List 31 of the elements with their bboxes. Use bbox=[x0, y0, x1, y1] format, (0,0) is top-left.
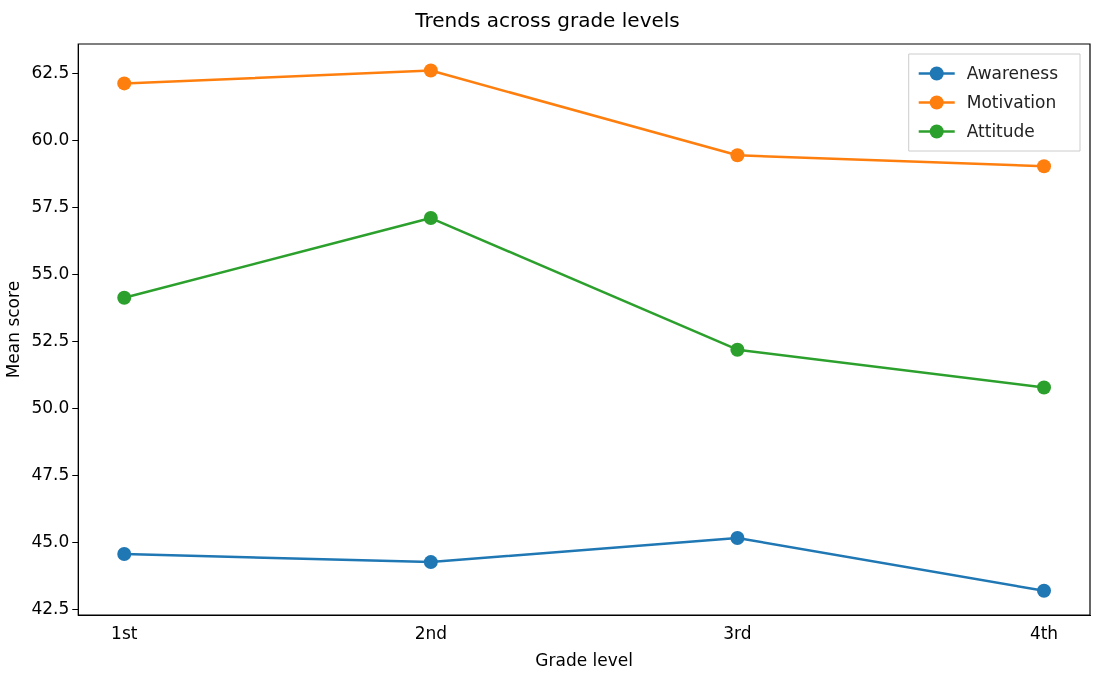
point bbox=[730, 342, 745, 357]
point bbox=[117, 290, 132, 305]
y-axis-title: Mean score bbox=[2, 280, 23, 379]
y-tick-label: 57.5 bbox=[31, 196, 70, 216]
x-axis-title: Grade level bbox=[535, 650, 633, 671]
point bbox=[117, 76, 132, 91]
y-tick-label: 52.5 bbox=[31, 330, 70, 351]
point bbox=[423, 63, 438, 78]
point bbox=[1037, 583, 1052, 598]
point bbox=[423, 555, 438, 570]
y-tick-label: 62.5 bbox=[31, 61, 70, 82]
point bbox=[1037, 380, 1052, 395]
point bbox=[730, 530, 745, 545]
x-tick-label: 3rd bbox=[723, 622, 752, 643]
x-tick-label: 2nd bbox=[414, 622, 448, 643]
point bbox=[117, 547, 132, 562]
y-tick-label: 55.0 bbox=[31, 263, 70, 284]
y-tick-label: 47.5 bbox=[31, 464, 70, 485]
legend-label: Motivation bbox=[966, 91, 1057, 112]
y-tick-label: 60.0 bbox=[31, 128, 70, 149]
point bbox=[1037, 159, 1052, 174]
x-tick-label: 1st bbox=[111, 622, 138, 643]
legend-label: Attitude bbox=[966, 120, 1035, 141]
point bbox=[423, 211, 438, 226]
y-tick-label: 45.0 bbox=[31, 531, 70, 552]
chart-title: Trends across grade levels bbox=[414, 8, 680, 33]
y-tick-label: 50.0 bbox=[31, 397, 70, 418]
y-tick-label: 42.5 bbox=[31, 598, 70, 619]
legend-label: Awareness bbox=[966, 62, 1059, 83]
x-tick-label: 4th bbox=[1029, 622, 1059, 643]
point bbox=[730, 148, 745, 163]
